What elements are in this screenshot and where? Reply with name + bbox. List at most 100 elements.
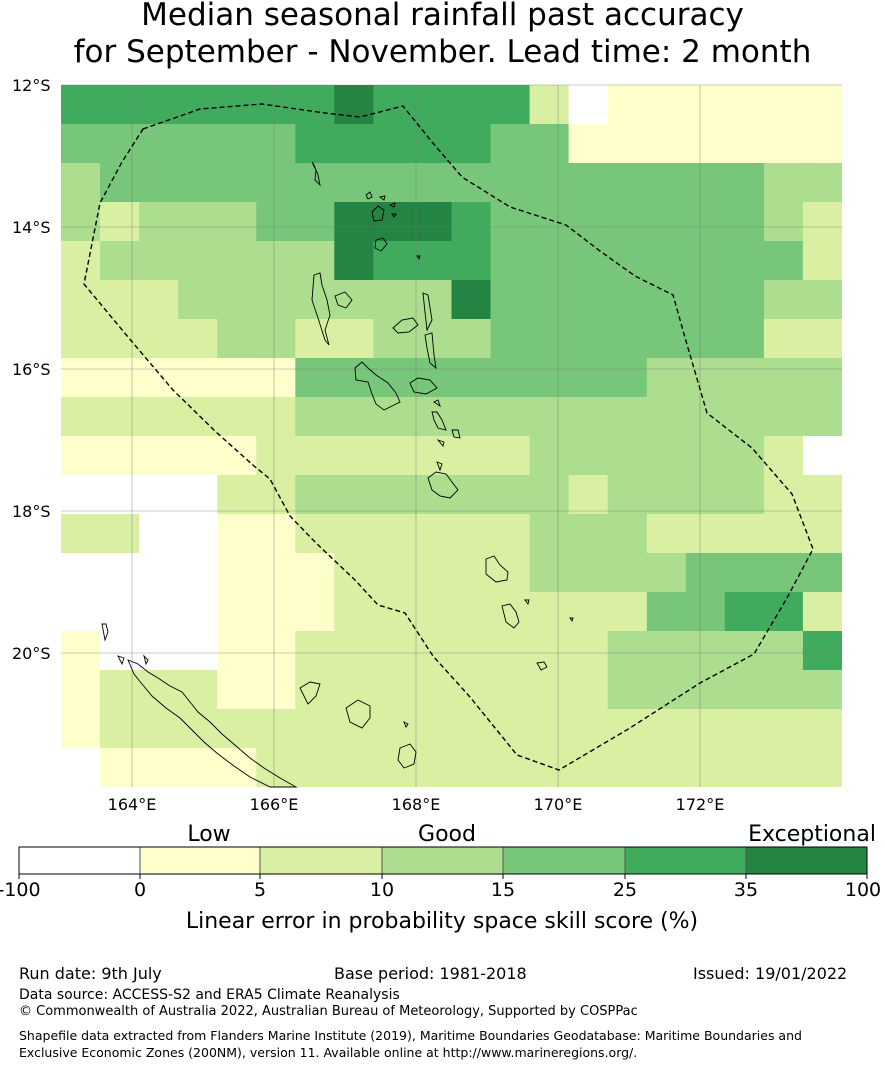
grid-cell <box>256 124 296 164</box>
grid-cell <box>412 709 452 749</box>
grid-cell <box>724 241 765 281</box>
grid-cell <box>178 514 218 554</box>
island-ambae <box>392 317 419 334</box>
grid-cell <box>607 475 648 515</box>
grid-cell <box>724 748 765 787</box>
grid-cell <box>724 280 765 320</box>
grid-cell <box>490 241 531 281</box>
grid-cell <box>217 202 257 242</box>
island-erromango <box>485 555 509 583</box>
grid-cell <box>802 436 842 476</box>
colorbar-segment-2 <box>140 847 260 874</box>
grid-cell <box>802 670 842 710</box>
island-banks-2 <box>388 202 396 208</box>
grid-cell <box>568 124 609 164</box>
grid-cell <box>763 709 804 749</box>
grid-cell <box>61 124 101 164</box>
grid-cell <box>607 241 648 281</box>
island-aneityum <box>536 661 548 671</box>
grid-cell <box>178 280 218 320</box>
grid-cell <box>217 592 257 632</box>
copyright: © Commonwealth of Australia 2022, Austra… <box>19 1004 638 1019</box>
grid-cell <box>685 358 726 398</box>
grid-cell <box>61 358 101 398</box>
grid-cell <box>685 475 726 515</box>
grid-cell <box>139 553 179 593</box>
run-date: Run date: 9th July <box>19 964 162 983</box>
grid-cell <box>724 514 765 554</box>
grid-cell <box>256 709 296 749</box>
grid-cell <box>139 124 179 164</box>
grid-cell <box>568 670 609 710</box>
island-new-caledonia <box>127 659 298 788</box>
grid-cell <box>802 397 842 437</box>
grid-cell <box>100 514 140 554</box>
grid-cell <box>334 319 374 359</box>
grid-cell <box>334 280 374 320</box>
grid-cell <box>685 241 726 281</box>
grid-cell <box>61 475 101 515</box>
grid-cell <box>334 514 374 554</box>
grid-cell <box>334 475 374 515</box>
lon-label-170e: 170°E <box>534 795 583 814</box>
tick-label-100: 100 <box>845 879 881 901</box>
grid-cell <box>646 202 687 242</box>
island-aniwa <box>524 599 530 606</box>
grid-cell <box>100 241 140 281</box>
grid-cell <box>373 241 413 281</box>
grid-cell <box>373 319 413 359</box>
colorbar-segment-7 <box>746 847 867 874</box>
grid-cell <box>412 280 452 320</box>
island-mota <box>416 255 421 261</box>
grid-cell <box>100 709 140 749</box>
grid-cell <box>685 553 726 593</box>
island-gaua <box>371 205 385 222</box>
grid-cell <box>646 475 687 515</box>
grid-cell <box>100 475 140 515</box>
grid-cell <box>802 241 842 281</box>
tick-label-15: 15 <box>491 879 515 901</box>
grid-cell <box>451 319 492 359</box>
grid-cell <box>256 241 296 281</box>
grid-cell <box>256 319 296 359</box>
grid-cell <box>568 163 609 203</box>
grid-cell <box>646 241 687 281</box>
grid-cell <box>178 553 218 593</box>
island-loyalty-ouvea <box>299 681 321 705</box>
grid-cell <box>802 475 842 515</box>
grid-cell <box>685 670 726 710</box>
colorbar-segment-1 <box>19 847 140 874</box>
grid-cell <box>802 124 842 164</box>
grid-cell <box>334 553 374 593</box>
grid-cell <box>568 241 609 281</box>
lon-label-168e: 168°E <box>392 795 441 814</box>
grid-cell <box>763 202 804 242</box>
grid-cell <box>802 709 842 749</box>
grid-cell <box>373 631 413 671</box>
grid-cell <box>529 436 570 476</box>
island-pentecost <box>424 332 437 370</box>
lon-label-164e: 164°E <box>108 795 157 814</box>
grid-cell <box>412 397 452 437</box>
island-paama <box>433 399 441 408</box>
eez-boundary <box>83 103 814 771</box>
grid-cell <box>724 631 765 671</box>
shapefile-note: Shapefile data extracted from Flanders M… <box>19 1028 802 1060</box>
grid-cell <box>61 202 101 242</box>
grid-cell <box>763 319 804 359</box>
grid-cell <box>763 163 804 203</box>
grid-cell <box>139 319 179 359</box>
grid-cell <box>373 592 413 632</box>
colorbar-segment-5 <box>503 847 625 874</box>
grid-cell <box>61 514 101 554</box>
grid-cell <box>802 592 842 632</box>
grid-cell <box>334 748 374 787</box>
grid-cell <box>412 436 452 476</box>
island-banks-3 <box>391 213 397 218</box>
grid-cell <box>61 319 101 359</box>
grid-cell <box>685 514 726 554</box>
grid-cell <box>490 124 531 164</box>
grid-cell <box>646 670 687 710</box>
colorbar-segment-3 <box>260 847 382 874</box>
